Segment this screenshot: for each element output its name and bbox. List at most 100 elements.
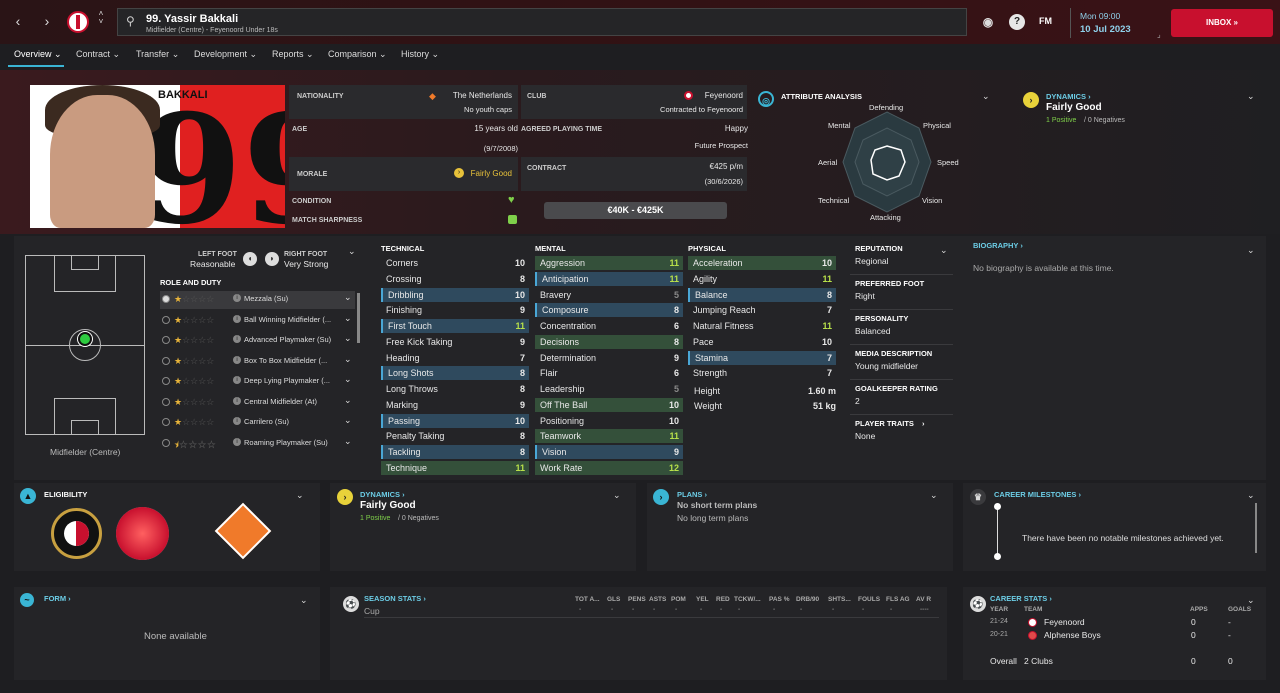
technical-attr-row[interactable]: Heading 7 bbox=[381, 351, 529, 365]
technical-attr-row[interactable]: Long Throws 8 bbox=[381, 382, 529, 396]
mental-attr-row[interactable]: Anticipation 11 bbox=[535, 271, 683, 286]
mental-attr-row[interactable]: Vision 9 bbox=[535, 445, 683, 459]
technical-attr-row[interactable]: Free Kick Taking 9 bbox=[381, 335, 529, 349]
role-row[interactable]: ★☆☆☆☆ i Deep Lying Playmaker (... ⌄ bbox=[160, 373, 355, 391]
forward-arrow-icon[interactable]: › bbox=[44, 13, 50, 29]
season-col-header[interactable]: TOT A... bbox=[575, 596, 600, 603]
chevron-down-icon[interactable]: ⌄ bbox=[296, 490, 304, 500]
form-title[interactable]: FORM › bbox=[44, 594, 71, 603]
chevron-down-icon[interactable]: ⌄ bbox=[344, 415, 352, 425]
career-team[interactable]: Feyenoord bbox=[1044, 617, 1085, 627]
season-col-header[interactable]: RED bbox=[716, 596, 730, 603]
search-icon[interactable]: ⚲ bbox=[126, 14, 135, 28]
mental-attr-row[interactable]: Concentration 6 bbox=[535, 319, 683, 333]
chevron-down-icon[interactable]: ⌄ bbox=[1247, 490, 1255, 500]
chevron-down-icon[interactable]: ⌄ bbox=[348, 246, 356, 256]
info-icon[interactable]: i bbox=[233, 314, 241, 323]
contract-box[interactable]: CONTRACT €425 p/m (30/6/2026) bbox=[521, 157, 747, 191]
role-row[interactable]: ★☆☆☆☆ i Carrilero (Su) ⌄ bbox=[160, 414, 355, 432]
role-radio[interactable] bbox=[162, 315, 170, 324]
alphense-boys-crest-icon[interactable] bbox=[116, 507, 169, 560]
physical-attr-row[interactable]: Stamina 7 bbox=[688, 350, 836, 365]
info-icon[interactable]: i bbox=[233, 417, 241, 425]
chevron-down-icon[interactable]: ⌄ bbox=[344, 292, 352, 302]
fm-logo[interactable]: FM bbox=[1039, 16, 1052, 26]
technical-attr-row[interactable]: Tackling 8 bbox=[381, 445, 529, 459]
mental-attr-row[interactable]: Bravery 5 bbox=[535, 288, 683, 302]
role-row[interactable]: ★☆☆☆☆ i Central Midfielder (At) ⌄ bbox=[160, 394, 355, 412]
tab-comparison[interactable]: Comparison ⌄ bbox=[328, 49, 387, 59]
technical-attr-row[interactable]: Technique 11 bbox=[381, 460, 529, 475]
tab-contract[interactable]: Contract ⌄ bbox=[76, 49, 121, 59]
dynamics-title[interactable]: DYNAMICS › bbox=[1046, 92, 1091, 101]
chevron-down-icon[interactable]: ⌄ bbox=[613, 490, 621, 500]
technical-attr-row[interactable]: Penalty Taking 8 bbox=[381, 429, 529, 443]
chevron-down-icon[interactable]: ⌄ bbox=[982, 91, 990, 101]
mental-attr-row[interactable]: Off The Ball 10 bbox=[535, 397, 683, 412]
chevron-down-icon[interactable]: ⌄ bbox=[930, 490, 938, 500]
milestones-scrollbar[interactable] bbox=[1255, 503, 1257, 553]
role-row[interactable]: ★☆☆☆☆ i Box To Box Midfielder (... ⌄ bbox=[160, 353, 355, 371]
season-col-header[interactable]: DRB/90 bbox=[796, 596, 820, 603]
role-radio[interactable] bbox=[162, 418, 170, 426]
technical-attr-row[interactable]: Long Shots 8 bbox=[381, 366, 529, 381]
season-col-header[interactable]: ASTS bbox=[649, 596, 667, 603]
chevron-down-icon[interactable]: ⌄ bbox=[1247, 245, 1255, 255]
physical-attr-row[interactable]: Acceleration 10 bbox=[688, 256, 836, 270]
chevron-right-icon[interactable]: › bbox=[922, 419, 925, 428]
mental-attr-row[interactable]: Aggression 11 bbox=[535, 256, 683, 270]
season-stats-title[interactable]: SEASON STATS › bbox=[364, 594, 426, 603]
chevron-down-icon[interactable]: ⌄ bbox=[1247, 91, 1255, 101]
role-radio[interactable] bbox=[162, 356, 170, 365]
globe-icon[interactable]: ◉ bbox=[982, 15, 994, 29]
club-crest-icon[interactable] bbox=[67, 11, 89, 33]
mental-attr-row[interactable]: Leadership 5 bbox=[535, 382, 683, 396]
transfer-value-bar[interactable]: €40K - €425K bbox=[544, 202, 727, 219]
info-icon[interactable]: i bbox=[233, 355, 241, 364]
chevron-down-icon[interactable]: ⌄ bbox=[940, 245, 948, 255]
inbox-button[interactable]: INBOX » bbox=[1171, 9, 1273, 37]
chevron-down-icon[interactable]: ⌄ bbox=[300, 595, 308, 605]
info-icon[interactable]: i bbox=[233, 376, 241, 384]
technical-attr-row[interactable]: Finishing 9 bbox=[381, 303, 529, 317]
info-icon[interactable]: i bbox=[233, 294, 241, 302]
mental-attr-row[interactable]: Positioning 10 bbox=[535, 414, 683, 428]
plans-title[interactable]: PLANS › bbox=[677, 490, 708, 499]
chevron-updown-icon[interactable]: ˄ ˅ bbox=[98, 9, 104, 26]
role-row[interactable]: ★☆☆☆☆ i Ball Winning Midfielder (... ⌄ bbox=[160, 312, 355, 330]
tab-history[interactable]: History ⌄ bbox=[401, 49, 440, 59]
mental-attr-row[interactable]: Composure 8 bbox=[535, 303, 683, 318]
info-traits-label[interactable]: PLAYER TRAITS bbox=[855, 419, 914, 428]
technical-attr-row[interactable]: Passing 10 bbox=[381, 413, 529, 428]
role-radio[interactable] bbox=[162, 377, 170, 385]
role-radio[interactable] bbox=[162, 438, 170, 447]
role-radio[interactable] bbox=[162, 295, 170, 303]
date-display[interactable]: Mon 09:00 10 Jul 2023 ⌟ bbox=[1070, 8, 1165, 39]
physical-attr-row[interactable]: Agility 11 bbox=[688, 272, 836, 286]
nationality-box[interactable]: NATIONALITY ◆ The Netherlands No youth c… bbox=[289, 85, 518, 119]
physical-attr-row[interactable]: Strength 7 bbox=[688, 366, 836, 380]
mental-attr-row[interactable]: Flair 6 bbox=[535, 366, 683, 380]
season-col-header[interactable]: GLS bbox=[607, 596, 621, 603]
club-box[interactable]: CLUB Feyenoord Contracted to Feyenoord bbox=[521, 85, 747, 119]
milestones-title[interactable]: CAREER MILESTONES › bbox=[994, 490, 1081, 499]
mental-attr-row[interactable]: Work Rate 12 bbox=[535, 460, 683, 475]
chevron-down-icon[interactable]: ⌄ bbox=[1247, 595, 1255, 605]
tab-overview[interactable]: Overview ⌄ bbox=[14, 49, 62, 59]
role-radio[interactable] bbox=[162, 336, 170, 344]
biography-title[interactable]: BIOGRAPHY › bbox=[973, 241, 1023, 250]
physical-attr-row[interactable]: Balance 8 bbox=[688, 287, 836, 302]
role-row[interactable]: ★☆☆☆☆ i Mezzala (Su) ⌄ bbox=[160, 291, 355, 309]
info-icon[interactable]: i bbox=[233, 437, 241, 446]
technical-attr-row[interactable]: Dribbling 10 bbox=[381, 287, 529, 302]
career-stats-title[interactable]: CAREER STATS › bbox=[990, 594, 1052, 603]
search-bar[interactable]: ⚲ 99. Yassir Bakkali Midfielder (Centre)… bbox=[117, 8, 967, 36]
roles-scrollbar[interactable] bbox=[357, 293, 360, 343]
technical-attr-row[interactable]: Corners 10 bbox=[381, 256, 529, 270]
technical-attr-row[interactable]: First Touch 11 bbox=[381, 319, 529, 333]
chevron-down-icon[interactable]: ⌄ bbox=[344, 374, 352, 384]
role-row[interactable]: ★☆☆☆☆ i Advanced Playmaker (Su) ⌄ bbox=[160, 332, 355, 350]
info-icon[interactable]: i bbox=[233, 396, 241, 405]
feyenoord-crest-icon[interactable] bbox=[51, 508, 102, 559]
help-icon[interactable]: ? bbox=[1009, 14, 1025, 30]
